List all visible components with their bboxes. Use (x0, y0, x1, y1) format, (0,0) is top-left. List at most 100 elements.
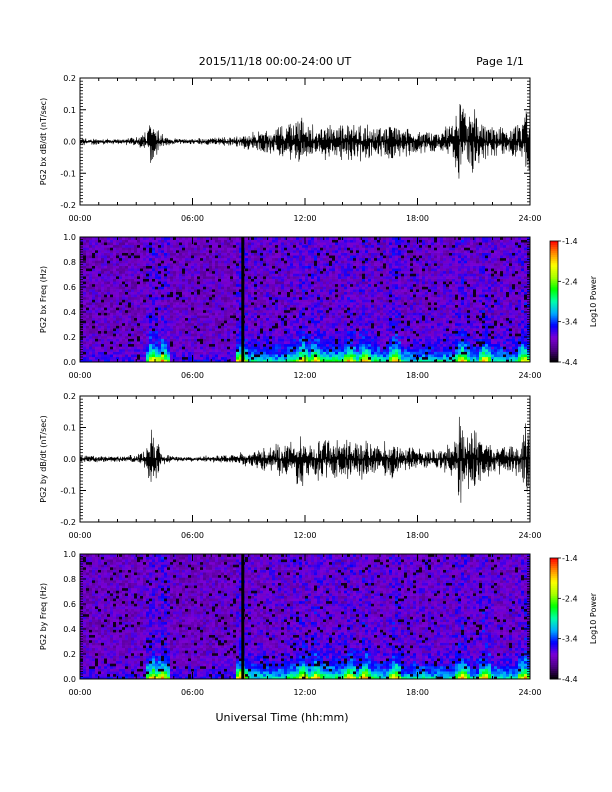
spectrogram-cell (275, 343, 279, 347)
spectrogram-cell (92, 283, 96, 287)
spectrogram-cell (350, 278, 354, 282)
spectrogram-cell (146, 283, 150, 287)
spectrogram-cell (176, 302, 180, 305)
spectrogram-cell (209, 278, 213, 282)
spectrogram-cell (293, 302, 297, 305)
spectrogram-cell (104, 343, 108, 347)
spectrogram-cell (215, 351, 219, 355)
spectrogram-cell (116, 325, 120, 329)
spectrogram-cell (188, 307, 192, 311)
spectrogram-cell (221, 268, 225, 272)
spectrogram-cell (368, 244, 372, 248)
spectrogram-cell (272, 239, 276, 243)
spectrogram-cell (155, 304, 159, 308)
spectrogram-cell (137, 317, 141, 321)
spectrogram-cell (320, 237, 324, 240)
spectrogram-cell (119, 343, 123, 347)
spectrogram-cell (317, 335, 321, 339)
spectrogram-cell (176, 289, 180, 292)
spectrogram-cell (248, 320, 252, 324)
spectrogram-cell (149, 335, 153, 339)
spectrogram-cell (125, 359, 129, 363)
spectrogram-cell (98, 328, 102, 332)
spectrogram-cell (257, 302, 261, 305)
spectrogram-cell (338, 252, 342, 256)
spectrogram-cell (341, 270, 345, 274)
spectrogram-cell (140, 343, 144, 347)
spectrogram-cell (290, 289, 294, 292)
spectrogram-cell (104, 242, 108, 246)
spectrogram-cell (317, 304, 321, 308)
spectrogram-cell (251, 322, 255, 326)
spectrogram-cell (179, 304, 183, 308)
spectrogram-cell (239, 263, 243, 266)
spectrogram-cell (239, 307, 243, 311)
spectrogram-cell (236, 309, 240, 313)
spectrogram-cell (185, 252, 189, 256)
spectrogram-cell (305, 244, 309, 248)
spectrogram-cell (257, 359, 261, 363)
spectrogram-cell (224, 304, 228, 308)
spectrogram-cell (317, 312, 321, 316)
spectrogram-cell (260, 315, 264, 319)
spectrogram-cell (140, 354, 144, 358)
spectrogram-cell (296, 356, 300, 360)
spectrogram-cell (221, 341, 225, 345)
spectrogram-cell (365, 315, 369, 319)
spectrogram-cell (239, 356, 243, 360)
spectrogram-cell (188, 270, 192, 274)
spectrogram-cell (293, 265, 297, 269)
spectrogram-cell (179, 270, 183, 274)
spectrogram-cell (311, 291, 315, 295)
spectrogram-cell (341, 276, 345, 279)
spectrogram-cell (173, 309, 177, 313)
spectrogram-cell (275, 270, 279, 274)
spectrogram-cell (185, 250, 189, 253)
spectrogram-cell (161, 312, 165, 316)
spectrogram-cell (266, 244, 270, 248)
spectrogram-cell (365, 250, 369, 253)
spectrogram-cell (287, 237, 291, 240)
spectrogram-cell (110, 346, 114, 350)
spectrogram-cell (209, 343, 213, 347)
spectrogram-cell (83, 263, 87, 266)
spectrogram-cell (125, 252, 129, 256)
spectrogram-cell (266, 239, 270, 243)
spectrogram-cell (350, 265, 354, 269)
spectrogram-cell (194, 255, 198, 259)
spectrogram-cell (98, 346, 102, 350)
spectrogram-cell (380, 359, 384, 363)
spectrogram-cell (296, 252, 300, 256)
spectrogram-cell (239, 351, 243, 355)
spectrogram-cell (317, 257, 321, 261)
spectrogram-cell (335, 346, 339, 350)
spectrogram-cell (101, 335, 105, 339)
spectrogram-cell (236, 346, 240, 350)
spectrogram-cell (113, 356, 117, 360)
spectrogram-cell (200, 330, 204, 334)
spectrogram-cell (356, 356, 360, 360)
spectrogram-cell (128, 242, 132, 246)
spectrogram-cell (158, 351, 162, 355)
spectrogram-cell (356, 263, 360, 266)
spectrogram-cell (152, 276, 156, 279)
spectrogram-cell (266, 356, 270, 360)
spectrogram-cell (224, 325, 228, 329)
spectrogram-cell (350, 294, 354, 298)
spectrogram-cell (98, 356, 102, 360)
spectrogram-cell (215, 338, 219, 342)
spectrogram-cell (203, 356, 207, 360)
spectrogram-cell (218, 348, 222, 352)
spectrogram-cell (170, 242, 174, 246)
spectrogram-cell (149, 283, 153, 287)
spectrogram-cell (218, 312, 222, 316)
spectrogram-cell (377, 338, 381, 342)
spectrogram-cell (122, 268, 126, 272)
spectrogram-cell (236, 286, 240, 290)
spectrogram-cell (155, 289, 159, 292)
spectrogram-cell (344, 325, 348, 329)
spectrogram-cell (146, 237, 150, 240)
spectrogram-cell (125, 257, 129, 261)
spectrogram-cell (155, 317, 159, 321)
spectrogram-cell (299, 239, 303, 243)
